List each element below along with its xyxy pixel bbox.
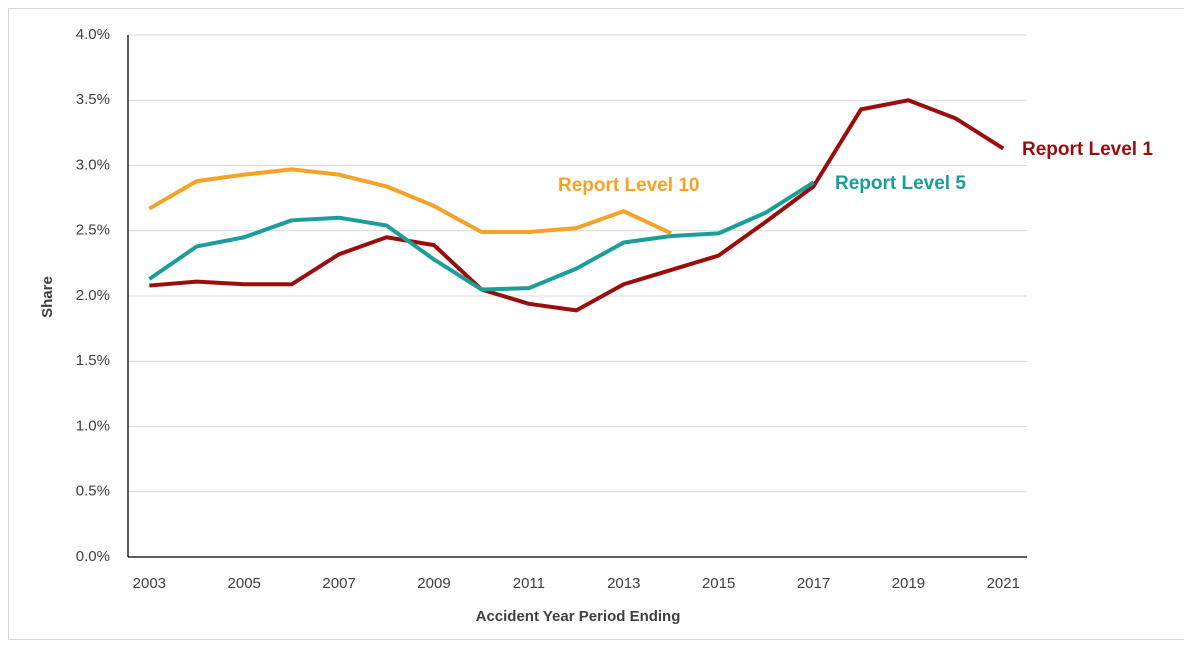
- x-tick-label: 2015: [702, 575, 735, 592]
- y-tick-label: 3.0%: [76, 156, 110, 173]
- chart-frame: [8, 8, 1184, 640]
- x-tick-label: 2003: [133, 575, 166, 592]
- x-tick-label: 2019: [892, 575, 925, 592]
- x-axis-label: Accident Year Period Ending: [476, 608, 681, 625]
- y-tick-label: 0.0%: [76, 548, 110, 565]
- x-tick-label: 2007: [322, 575, 355, 592]
- y-tick-label: 3.5%: [76, 91, 110, 108]
- series-label: Report Level 10: [558, 175, 700, 196]
- x-tick-label: 2011: [513, 575, 545, 592]
- y-tick-label: 1.0%: [76, 417, 110, 434]
- y-tick-label: 1.5%: [76, 352, 110, 369]
- x-tick-label: 2021: [987, 575, 1020, 592]
- y-tick-label: 2.5%: [76, 222, 110, 239]
- series-line: [148, 167, 673, 236]
- x-tick-label: 2013: [607, 575, 640, 592]
- y-tick-label: 4.0%: [76, 26, 110, 43]
- x-tick-label: 2005: [228, 575, 261, 592]
- y-tick-label: 0.5%: [76, 483, 110, 500]
- series-line: [149, 98, 1005, 313]
- y-axis-label: Share: [39, 276, 56, 318]
- x-tick-label: 2009: [417, 575, 450, 592]
- series-label: Report Level 1: [1022, 139, 1153, 160]
- y-tick-label: 2.0%: [76, 287, 110, 304]
- x-tick-label: 2017: [797, 575, 830, 592]
- series-label: Report Level 5: [835, 173, 966, 194]
- series-line: [148, 180, 815, 292]
